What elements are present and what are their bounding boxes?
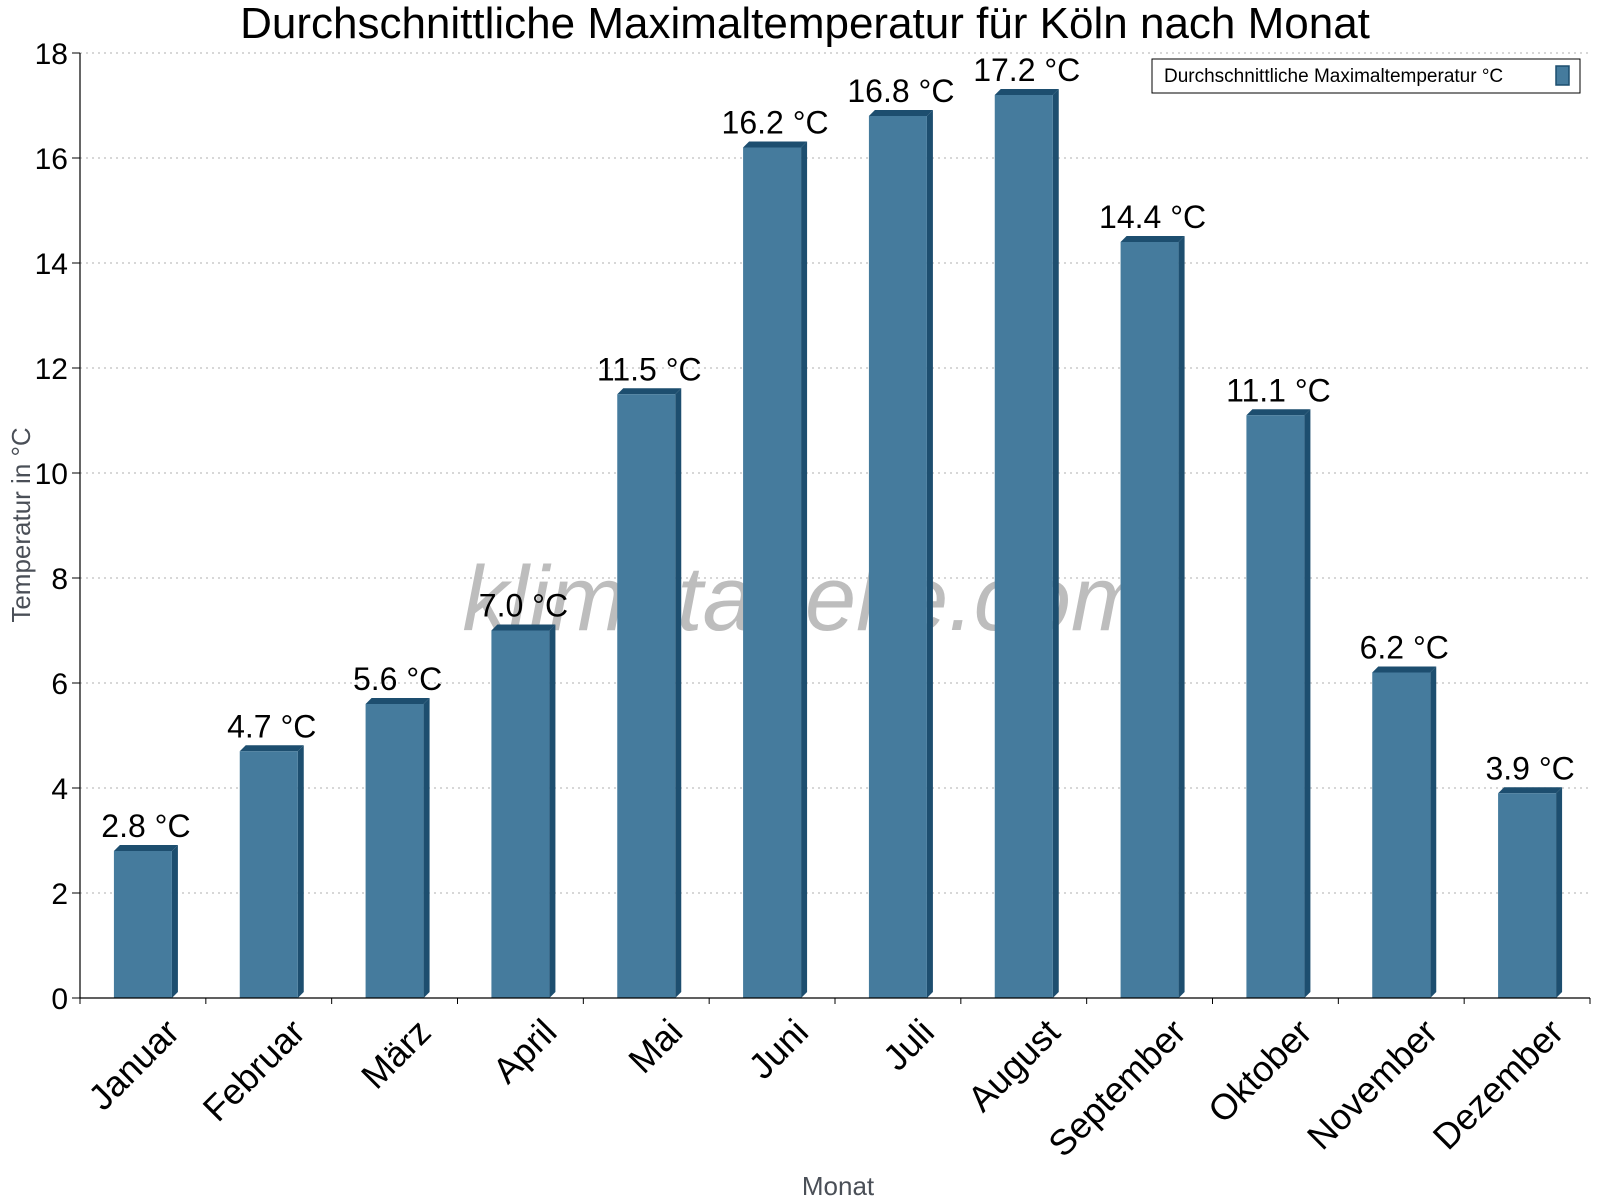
y-tick-label: 8 bbox=[51, 563, 68, 596]
x-tick-label: Januar bbox=[80, 1011, 187, 1118]
data-label: 17.2 °C bbox=[973, 52, 1080, 88]
bar bbox=[365, 704, 424, 998]
bar-top bbox=[1120, 236, 1185, 242]
y-tick-label: 2 bbox=[51, 878, 68, 911]
bar-group bbox=[994, 89, 1059, 998]
bar bbox=[113, 851, 172, 998]
data-label: 16.8 °C bbox=[847, 73, 954, 109]
bar-top bbox=[239, 745, 304, 752]
bar-side bbox=[423, 698, 430, 998]
gridlines bbox=[80, 52, 1590, 894]
legend-label: Durchschnittliche Maximaltemperatur °C bbox=[1164, 66, 1503, 87]
bar-group bbox=[1372, 666, 1437, 998]
x-tick-label: Oktober bbox=[1200, 1011, 1320, 1131]
bar-top bbox=[1246, 409, 1311, 416]
bar-side bbox=[1556, 787, 1563, 998]
x-tick-label: Juni bbox=[740, 1011, 816, 1087]
legend: Durchschnittliche Maximaltemperatur °C bbox=[1151, 58, 1581, 94]
bar-side bbox=[926, 110, 933, 998]
y-tick-label: 18 bbox=[35, 38, 68, 71]
x-tick-label: April bbox=[485, 1011, 565, 1091]
bar bbox=[1246, 415, 1305, 998]
bar-group bbox=[1498, 787, 1563, 998]
data-label: 14.4 °C bbox=[1099, 199, 1206, 235]
bar-top bbox=[617, 388, 682, 395]
legend-box bbox=[1151, 58, 1581, 94]
bar-top bbox=[1498, 787, 1563, 794]
bar-group bbox=[868, 110, 933, 998]
bar-side bbox=[1304, 409, 1311, 998]
bar-top bbox=[1372, 666, 1437, 673]
bar-group bbox=[1120, 236, 1185, 998]
bar-group bbox=[1246, 409, 1311, 998]
bar bbox=[617, 394, 676, 998]
bar-side bbox=[801, 141, 808, 998]
bar-group bbox=[113, 845, 178, 998]
data-label: 6.2 °C bbox=[1360, 630, 1449, 666]
bar-group bbox=[239, 745, 304, 998]
bar-side bbox=[297, 745, 304, 998]
bar-group bbox=[617, 388, 682, 998]
bar-top bbox=[491, 624, 556, 631]
bar bbox=[239, 751, 298, 998]
bar-side bbox=[1052, 89, 1059, 998]
bar bbox=[1498, 793, 1557, 998]
bar-side bbox=[1178, 236, 1185, 998]
x-tick-label: August bbox=[960, 1011, 1068, 1119]
y-tick-label: 6 bbox=[51, 668, 68, 701]
bar-side bbox=[171, 845, 178, 998]
bar-top bbox=[113, 845, 178, 851]
data-label: 3.9 °C bbox=[1485, 750, 1574, 786]
bar-top bbox=[743, 141, 808, 148]
y-axis-label: Temperatur in °C bbox=[6, 427, 36, 622]
data-label: 7.0 °C bbox=[479, 588, 568, 624]
bar-group bbox=[365, 698, 430, 998]
bar-group bbox=[743, 141, 808, 998]
bar bbox=[743, 147, 802, 998]
bar-side bbox=[675, 388, 682, 998]
data-label: 11.5 °C bbox=[597, 351, 702, 387]
bar-side bbox=[549, 624, 556, 998]
x-tick-label: Februar bbox=[195, 1011, 313, 1129]
y-tick-label: 0 bbox=[51, 983, 68, 1016]
x-tick-label: März bbox=[353, 1011, 439, 1097]
bar-top bbox=[868, 110, 933, 116]
x-tick-label: Mai bbox=[620, 1011, 690, 1081]
bar-top bbox=[994, 89, 1059, 95]
x-tick-label: Dezember bbox=[1425, 1011, 1571, 1157]
legend-swatch bbox=[1555, 65, 1570, 86]
data-label: 11.1 °C bbox=[1226, 372, 1331, 408]
data-label: 16.2 °C bbox=[722, 105, 829, 141]
bar bbox=[491, 630, 550, 998]
y-tick-label: 16 bbox=[35, 143, 68, 176]
bars bbox=[113, 89, 1563, 998]
data-label: 4.7 °C bbox=[227, 708, 316, 744]
bar-top bbox=[365, 698, 430, 704]
bar bbox=[1120, 242, 1179, 998]
y-tick-label: 14 bbox=[35, 248, 68, 281]
data-labels: 2.8 °C 4.7 °C 5.6 °C 7.0 °C 11.5 °C 16.2 °C 16… bbox=[101, 52, 1574, 844]
x-tick-label: Juli bbox=[875, 1011, 942, 1078]
y-tick-label: 10 bbox=[35, 458, 68, 491]
y-tick-label: 4 bbox=[51, 773, 68, 806]
data-label: 5.6 °C bbox=[353, 661, 442, 697]
y-tick-label: 12 bbox=[35, 353, 68, 386]
chart-title: Durchschnittliche Maximaltemperatur für … bbox=[240, 0, 1370, 48]
bar-group bbox=[491, 624, 556, 998]
x-tick-label: September bbox=[1040, 1011, 1194, 1165]
x-tick-label: November bbox=[1299, 1011, 1445, 1157]
bar bbox=[868, 116, 927, 998]
data-label: 2.8 °C bbox=[101, 808, 190, 844]
bar-side bbox=[1430, 666, 1437, 998]
x-axis-label: Monat bbox=[802, 1171, 875, 1200]
bar bbox=[1372, 672, 1431, 998]
bar bbox=[994, 95, 1053, 998]
